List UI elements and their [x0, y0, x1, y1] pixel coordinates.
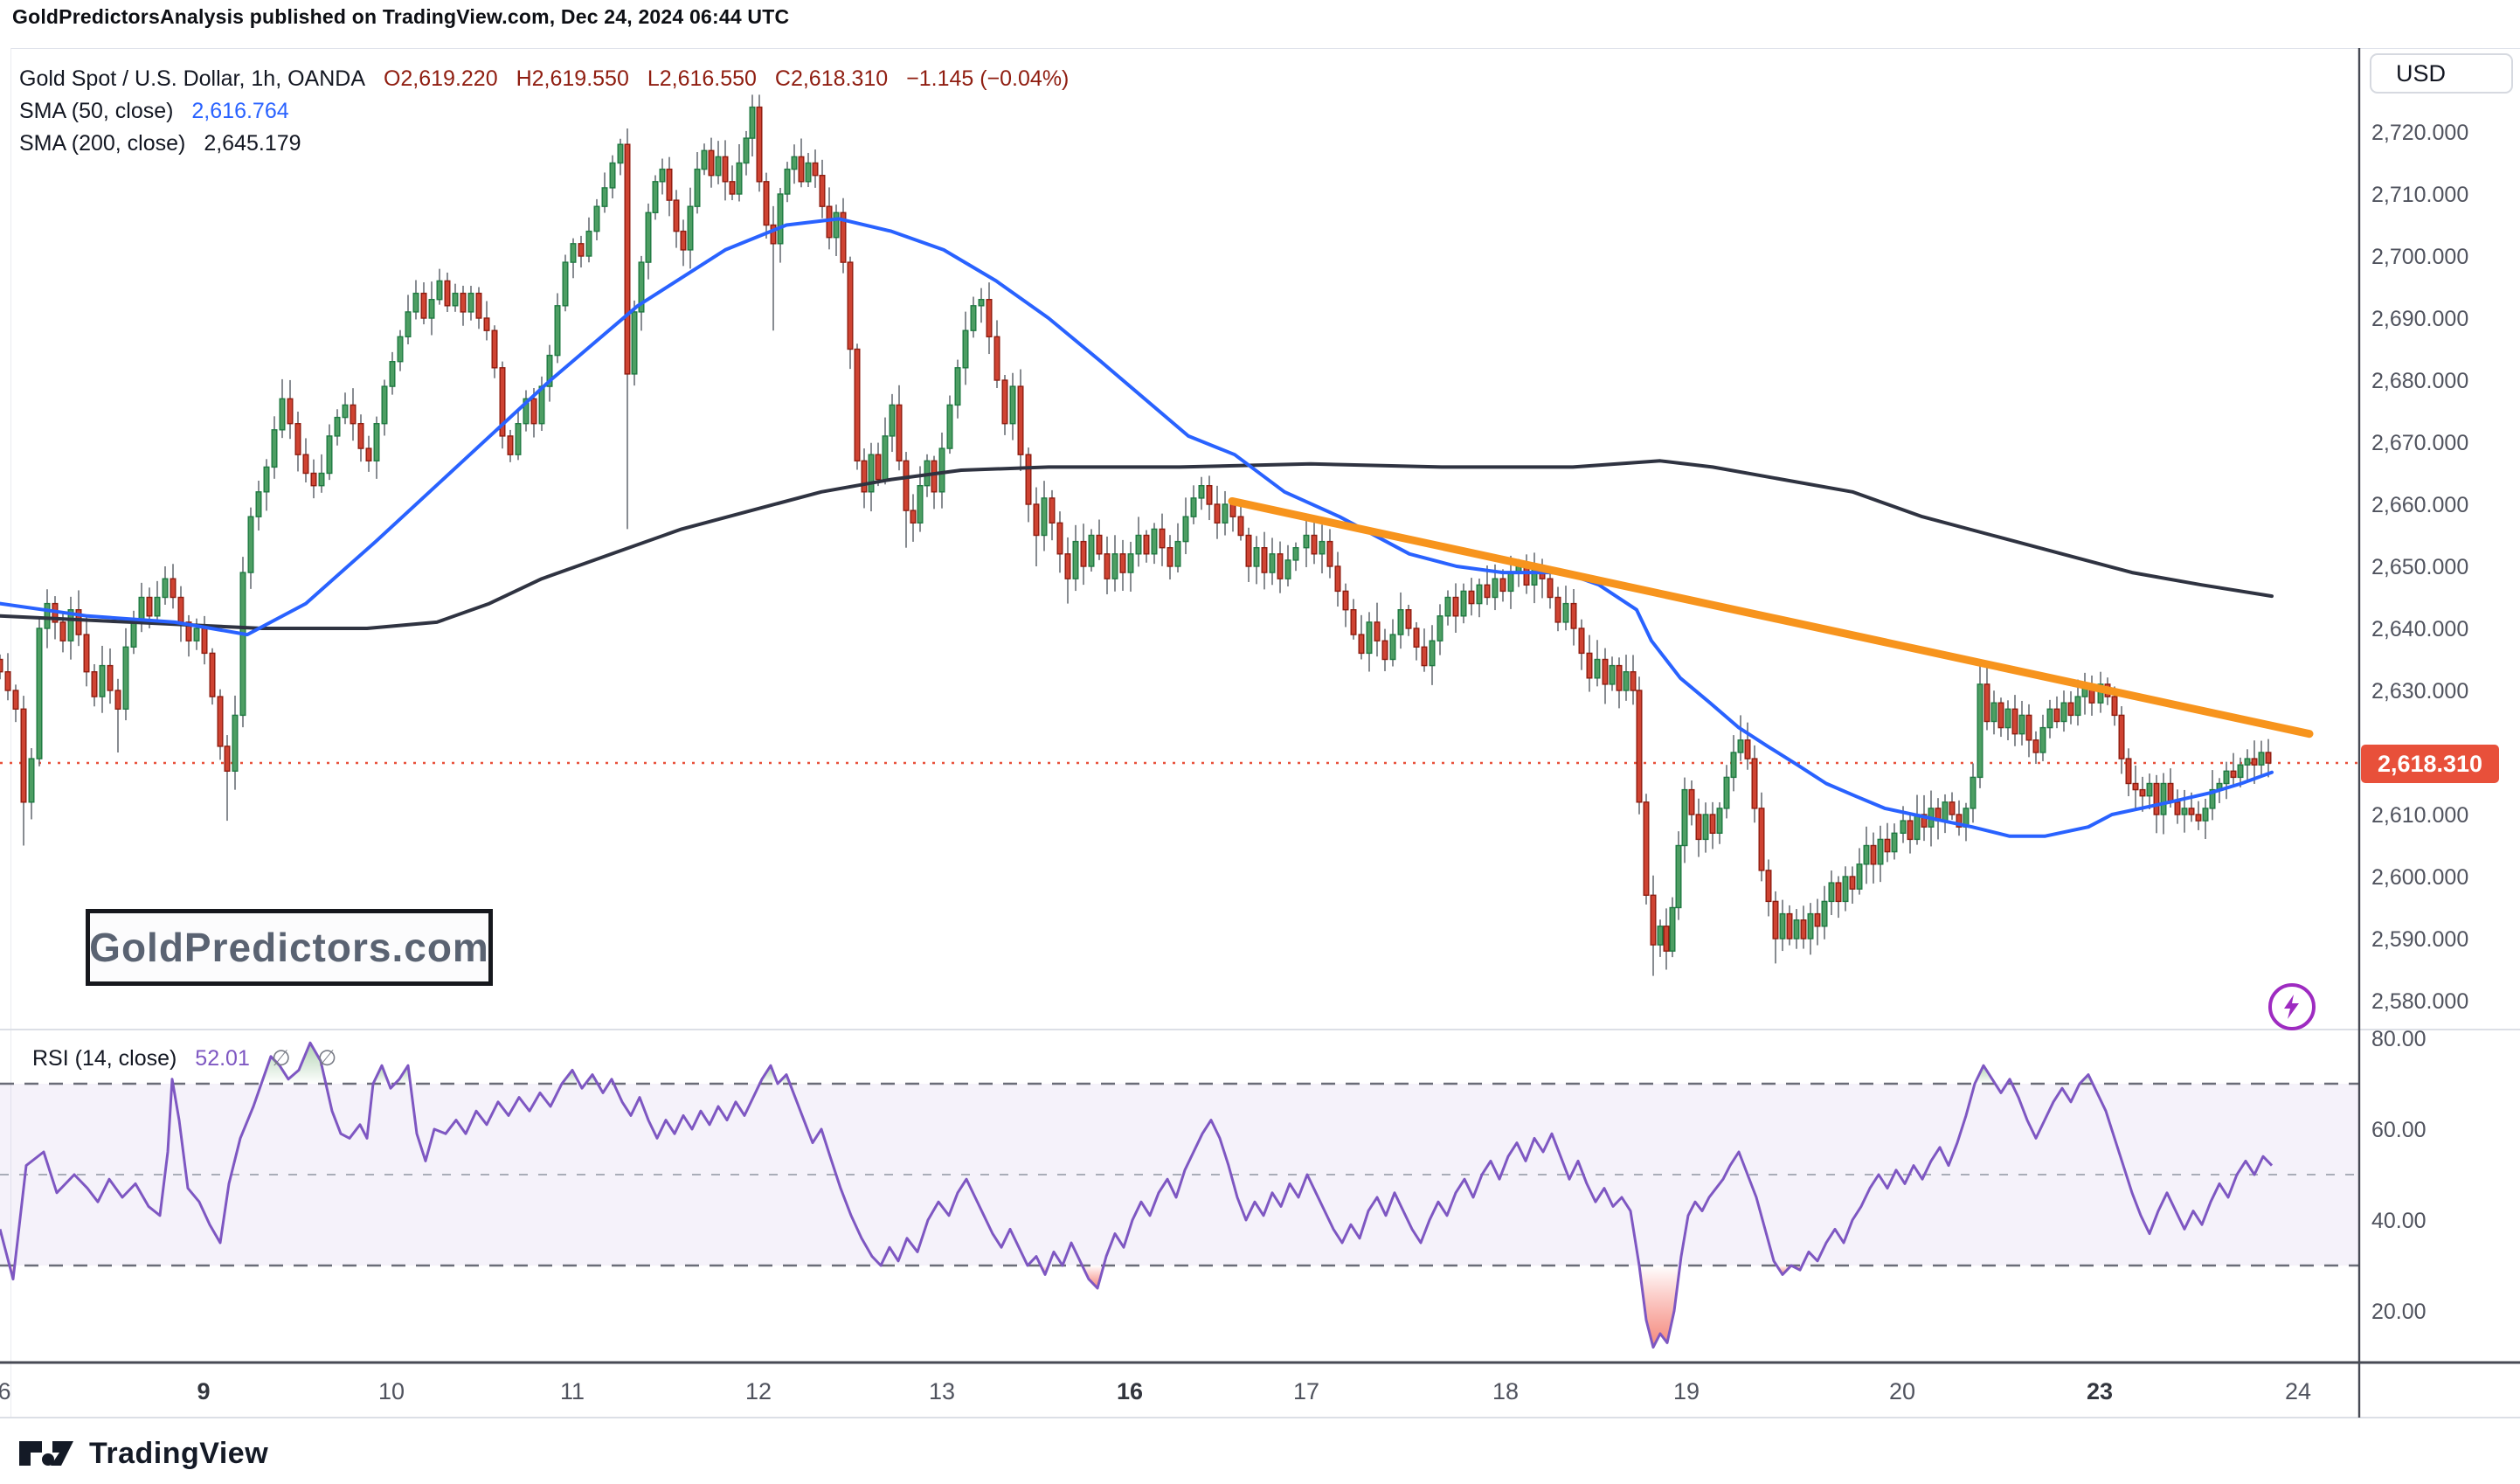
- svg-text:19: 19: [1673, 1378, 1700, 1404]
- svg-text:20: 20: [1889, 1378, 1915, 1404]
- sma200-label[interactable]: SMA (200, close): [19, 131, 186, 156]
- current-price-badge[interactable]: 2,618.310: [2361, 745, 2499, 783]
- footer-attribution[interactable]: TradingView: [19, 1437, 268, 1471]
- svg-text:10: 10: [378, 1378, 405, 1404]
- svg-text:9: 9: [197, 1378, 210, 1404]
- svg-text:2,710.000: 2,710.000: [2371, 183, 2468, 207]
- svg-text:2,660.000: 2,660.000: [2371, 493, 2468, 517]
- svg-text:80.00: 80.00: [2371, 1027, 2427, 1051]
- svg-text:2,690.000: 2,690.000: [2371, 307, 2468, 331]
- svg-text:2,630.000: 2,630.000: [2371, 679, 2468, 704]
- watermark-text: GoldPredictors.com: [89, 925, 489, 970]
- symbol-title[interactable]: Gold Spot / U.S. Dollar, 1h, OANDA: [19, 66, 365, 91]
- svg-text:16: 16: [1117, 1378, 1143, 1404]
- current-price-value: 2,618.310: [2377, 750, 2483, 777]
- svg-text:40.00: 40.00: [2371, 1209, 2427, 1233]
- watermark-box: GoldPredictors.com: [86, 909, 493, 986]
- svg-text:2,590.000: 2,590.000: [2371, 927, 2468, 952]
- rsi-label[interactable]: RSI (14, close): [32, 1046, 177, 1071]
- svg-text:11: 11: [560, 1378, 585, 1404]
- svg-text:6: 6: [0, 1378, 11, 1404]
- svg-text:2,600.000: 2,600.000: [2371, 865, 2468, 890]
- svg-text:2,680.000: 2,680.000: [2371, 369, 2468, 393]
- ohlc-close: C2,618.310: [774, 66, 889, 91]
- boost-button[interactable]: [2268, 983, 2316, 1030]
- svg-text:2,650.000: 2,650.000: [2371, 555, 2468, 579]
- currency-chip[interactable]: USD: [2370, 53, 2513, 94]
- lightning-icon: [2284, 995, 2299, 1019]
- sma50-label[interactable]: SMA (50, close): [19, 99, 174, 123]
- sma50-value: 2,616.764: [191, 99, 289, 123]
- rsi-value: 52.01: [195, 1046, 250, 1071]
- rsi-legend[interactable]: RSI (14, close) 52.01 ∅ ∅: [32, 1045, 347, 1071]
- publish-info: GoldPredictorsAnalysis published on Trad…: [12, 5, 790, 28]
- ohlc-open: O2,619.220: [383, 66, 498, 91]
- svg-text:24: 24: [2285, 1378, 2311, 1404]
- svg-text:23: 23: [2087, 1378, 2113, 1404]
- svg-text:12: 12: [745, 1378, 772, 1404]
- tradingview-logo-text: TradingView: [89, 1437, 269, 1470]
- ohlc-change: −1.145 (−0.04%): [906, 66, 1070, 91]
- svg-text:17: 17: [1293, 1378, 1319, 1404]
- currency-label: USD: [2396, 59, 2447, 87]
- rsi-empty-values: ∅ ∅: [271, 1046, 348, 1071]
- sma200-row[interactable]: SMA (200, close) 2,645.179: [19, 128, 1069, 160]
- svg-text:2,670.000: 2,670.000: [2371, 431, 2468, 455]
- svg-text:2,610.000: 2,610.000: [2371, 803, 2468, 828]
- svg-text:2,700.000: 2,700.000: [2371, 245, 2468, 269]
- tradingview-logo-icon: [19, 1440, 73, 1466]
- sma200-value: 2,645.179: [204, 131, 301, 156]
- svg-text:2,640.000: 2,640.000: [2371, 617, 2468, 641]
- svg-text:60.00: 60.00: [2371, 1118, 2427, 1142]
- symbol-row[interactable]: Gold Spot / U.S. Dollar, 1h, OANDA O2,61…: [19, 63, 1069, 95]
- ohlc-high: H2,619.550: [516, 66, 629, 91]
- ohlc-low: L2,616.550: [647, 66, 757, 91]
- svg-text:13: 13: [929, 1378, 955, 1404]
- chart-legend[interactable]: Gold Spot / U.S. Dollar, 1h, OANDA O2,61…: [19, 63, 1069, 160]
- svg-text:20.00: 20.00: [2371, 1300, 2427, 1324]
- svg-text:2,580.000: 2,580.000: [2371, 989, 2468, 1014]
- chart-widget-frame: [10, 48, 2520, 1418]
- sma50-row[interactable]: SMA (50, close) 2,616.764: [19, 95, 1069, 128]
- svg-text:2,720.000: 2,720.000: [2371, 121, 2468, 145]
- svg-text:18: 18: [1492, 1378, 1519, 1404]
